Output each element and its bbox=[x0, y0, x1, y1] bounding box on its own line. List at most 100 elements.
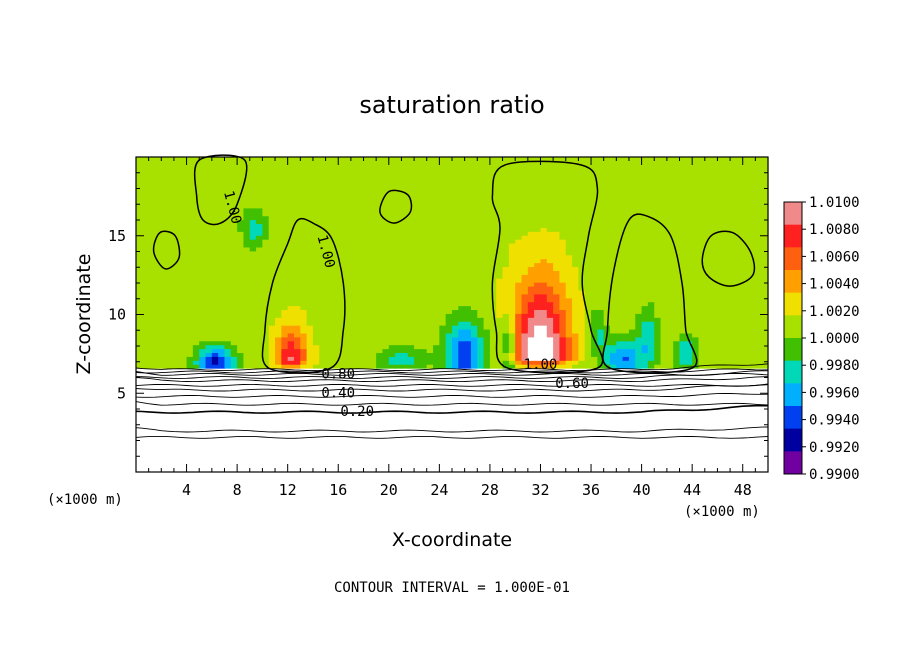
heatmap-cell bbox=[338, 246, 346, 252]
heatmap-cell bbox=[350, 364, 358, 369]
heatmap-cell bbox=[654, 246, 662, 252]
heatmap-cell bbox=[407, 325, 415, 330]
heatmap-cell bbox=[439, 207, 447, 213]
heatmap-cell bbox=[546, 309, 554, 314]
heatmap-cell bbox=[249, 172, 257, 178]
heatmap-cell bbox=[369, 227, 377, 232]
heatmap-cell bbox=[148, 328, 156, 334]
heatmap-cell bbox=[369, 309, 377, 314]
heatmap-cell bbox=[628, 348, 636, 354]
heatmap-cell bbox=[445, 309, 453, 314]
heatmap-cell bbox=[218, 274, 226, 279]
heatmap-cell bbox=[180, 344, 188, 350]
heatmap-cell bbox=[433, 348, 440, 354]
heatmap-cell bbox=[622, 211, 630, 217]
heatmap-cell bbox=[205, 157, 213, 162]
heatmap-cell bbox=[256, 305, 263, 311]
heatmap-cell bbox=[540, 317, 548, 322]
heatmap-cell bbox=[338, 180, 346, 185]
heatmap-cell bbox=[319, 332, 327, 338]
heatmap-cell bbox=[445, 340, 453, 346]
heatmap-cell bbox=[698, 297, 706, 303]
heatmap-cell bbox=[407, 332, 415, 338]
heatmap-cell bbox=[338, 301, 346, 307]
heatmap-cell bbox=[578, 227, 586, 232]
heatmap-cell bbox=[401, 258, 409, 264]
heatmap-cell bbox=[199, 246, 207, 252]
heatmap-cell bbox=[395, 325, 403, 330]
heatmap-cell bbox=[496, 305, 504, 311]
heatmap-cell bbox=[502, 285, 510, 291]
heatmap-cell bbox=[136, 254, 143, 260]
heatmap-cell bbox=[218, 184, 226, 189]
heatmap-cell bbox=[262, 297, 270, 303]
heatmap-cell bbox=[496, 313, 504, 318]
heatmap-cell bbox=[635, 223, 643, 228]
heatmap-cell bbox=[154, 332, 162, 338]
heatmap-cell bbox=[237, 321, 245, 326]
heatmap-cell bbox=[363, 168, 371, 174]
heatmap-cell bbox=[173, 313, 181, 318]
heatmap-cell bbox=[376, 364, 384, 369]
heatmap-cell bbox=[628, 172, 636, 178]
heatmap-cell bbox=[660, 258, 668, 264]
heatmap-cell bbox=[363, 207, 371, 213]
heatmap-cell bbox=[414, 203, 421, 209]
heatmap-cell bbox=[483, 305, 491, 311]
heatmap-cell bbox=[622, 297, 630, 303]
heatmap-cell bbox=[603, 344, 611, 350]
heatmap-cell bbox=[603, 293, 611, 299]
heatmap-cell bbox=[154, 258, 162, 264]
heatmap-cell bbox=[154, 352, 162, 357]
heatmap-cell bbox=[243, 348, 251, 354]
heatmap-cell bbox=[452, 285, 459, 291]
heatmap-cell bbox=[445, 176, 453, 182]
heatmap-cell bbox=[641, 168, 649, 174]
heatmap-cell bbox=[199, 160, 207, 166]
heatmap-cell bbox=[591, 164, 598, 170]
heatmap-cell bbox=[281, 278, 289, 283]
heatmap-cell bbox=[275, 246, 282, 252]
heatmap-cell bbox=[692, 278, 700, 283]
heatmap-cell bbox=[331, 172, 339, 178]
heatmap-cell bbox=[439, 246, 447, 252]
heatmap-cell bbox=[281, 274, 289, 279]
heatmap-cell bbox=[230, 301, 238, 307]
heatmap-cell bbox=[167, 336, 175, 342]
heatmap-cell bbox=[369, 203, 377, 209]
heatmap-cell bbox=[521, 211, 529, 217]
heatmap-cell bbox=[300, 266, 308, 271]
heatmap-cell bbox=[610, 336, 617, 342]
heatmap-cell bbox=[136, 305, 143, 311]
heatmap-cell bbox=[319, 340, 327, 346]
heatmap-cell bbox=[325, 289, 333, 295]
heatmap-cell bbox=[224, 289, 232, 295]
heatmap-cell bbox=[660, 278, 668, 283]
heatmap-cell bbox=[142, 309, 150, 314]
heatmap-cell bbox=[698, 289, 706, 295]
heatmap-cell bbox=[344, 262, 352, 268]
heatmap-cell bbox=[452, 266, 459, 271]
heatmap-cell bbox=[369, 305, 377, 311]
heatmap-cell bbox=[647, 223, 655, 228]
heatmap-cell bbox=[698, 352, 706, 357]
heatmap-cell bbox=[616, 219, 624, 225]
heatmap-cell bbox=[540, 215, 548, 221]
heatmap-cell bbox=[622, 282, 630, 287]
heatmap-cell bbox=[319, 227, 327, 232]
heatmap-cell bbox=[262, 356, 270, 361]
heatmap-cell bbox=[312, 262, 320, 268]
heatmap-cell bbox=[325, 266, 333, 271]
heatmap-cell bbox=[452, 282, 459, 287]
heatmap-cell bbox=[546, 231, 554, 236]
heatmap-cell bbox=[534, 297, 542, 303]
heatmap-cell bbox=[698, 332, 706, 338]
heatmap-cell bbox=[192, 301, 200, 307]
heatmap-cell bbox=[578, 321, 586, 326]
heatmap-cell bbox=[527, 305, 535, 311]
heatmap-cell bbox=[142, 293, 150, 299]
heatmap-cell bbox=[281, 160, 289, 166]
heatmap-cell bbox=[521, 242, 529, 248]
heatmap-cell bbox=[622, 176, 630, 182]
heatmap-cell bbox=[698, 274, 706, 279]
